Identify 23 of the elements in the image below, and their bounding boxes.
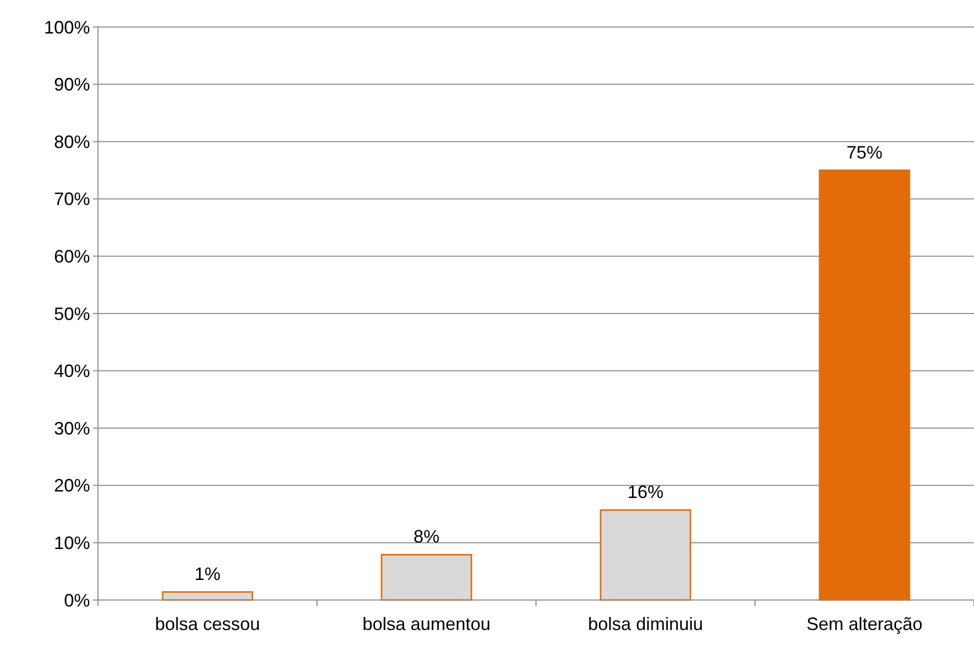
- data-label: 16%: [627, 482, 664, 502]
- data-label: 75%: [846, 142, 883, 162]
- bar: [600, 509, 692, 601]
- y-tick-label: 90%: [54, 74, 90, 95]
- y-tick-label: 50%: [54, 304, 90, 324]
- x-tick-label: bolsa cessou: [154, 614, 260, 634]
- y-tick-label: 80%: [54, 132, 90, 152]
- y-tick-label: 60%: [54, 246, 90, 266]
- y-tick-label: 10%: [54, 533, 90, 553]
- x-tick-label: bolsa diminuiu: [588, 614, 704, 634]
- x-tick-label: Sem alteração: [806, 614, 923, 634]
- y-tick-label: 0%: [64, 590, 90, 610]
- bar: [380, 554, 472, 601]
- y-tick-label: 40%: [54, 361, 90, 382]
- y-tick-label: 100%: [44, 17, 90, 38]
- data-label: 8%: [413, 526, 440, 547]
- y-tick-label: 30%: [54, 418, 90, 438]
- y-tick-label: 70%: [54, 189, 90, 210]
- y-tick-label: 20%: [54, 476, 90, 496]
- data-label: 1%: [194, 564, 221, 584]
- x-tick-label: bolsa aumentou: [362, 614, 491, 634]
- bar: [818, 170, 910, 601]
- bar: [162, 591, 254, 601]
